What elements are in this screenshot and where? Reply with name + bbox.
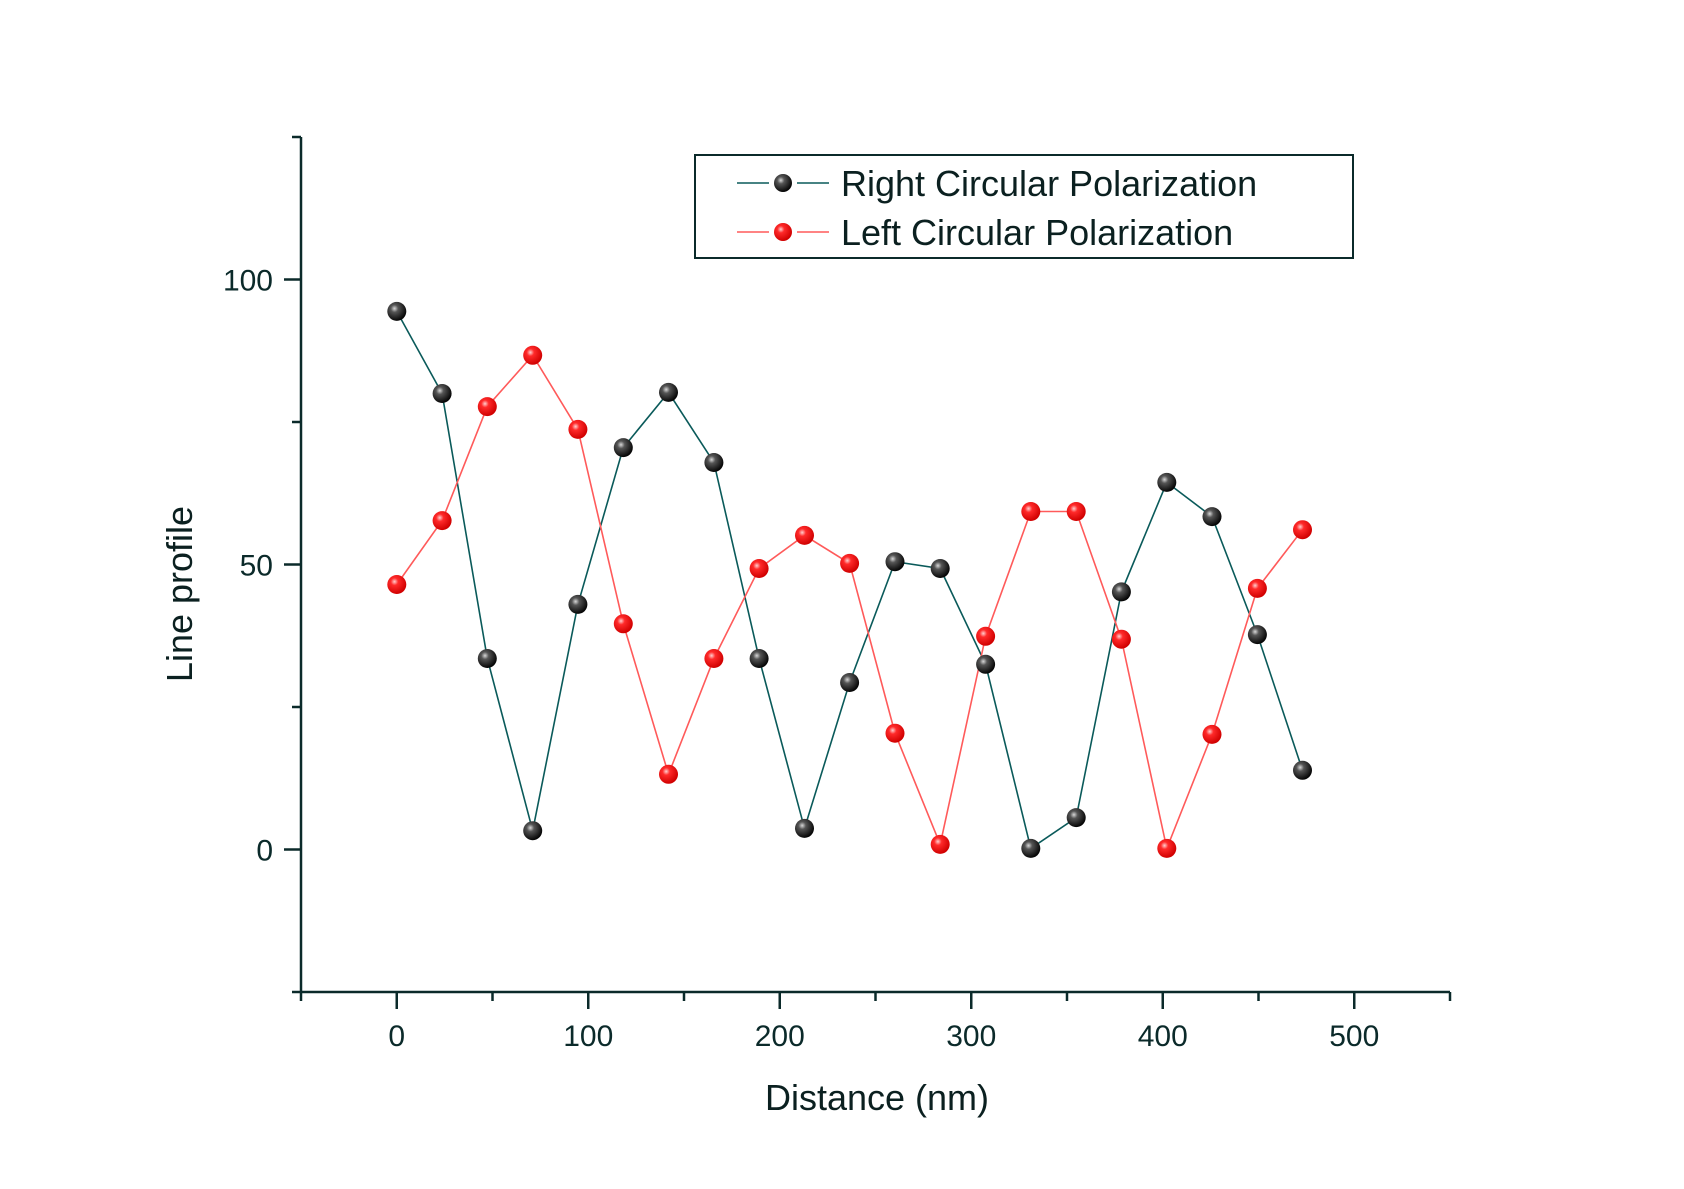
data-point-right-circular: [795, 818, 814, 838]
legend-label-left: Left Circular Polarization: [841, 212, 1233, 253]
x-tick-label: 0: [388, 1020, 405, 1053]
data-point-left-circular: [613, 614, 633, 634]
data-point-left-circular: [1247, 578, 1267, 598]
data-point-left-circular: [1111, 629, 1131, 649]
data-point-right-circular: [568, 594, 588, 614]
x-tick-label: 400: [1138, 1020, 1188, 1053]
data-point-right-circular: [523, 821, 543, 841]
data-point-left-circular: [930, 834, 950, 854]
data-point-right-circular: [976, 654, 996, 674]
data-point-left-circular: [1202, 724, 1222, 744]
data-point-left-circular: [387, 575, 407, 594]
axes: 0 100 200 300 400 500 0 50 100: [223, 135, 1452, 1053]
y-tick-label: 0: [256, 835, 273, 868]
data-point-right-circular: [1111, 582, 1131, 602]
data-point-left-circular: [976, 626, 996, 646]
data-point-left-circular: [795, 525, 814, 545]
data-point-left-circular: [1293, 520, 1312, 540]
data-point-left-circular: [1157, 838, 1177, 858]
data-point-right-circular: [1202, 507, 1222, 527]
data-point-right-circular: [885, 552, 905, 572]
x-tick-label: 500: [1329, 1020, 1379, 1053]
legend: Right Circular Polarization Left Circula…: [694, 154, 1354, 259]
data-point-right-circular: [659, 382, 678, 402]
x-tick-label: 200: [755, 1020, 805, 1053]
data-point-right-circular: [1066, 808, 1086, 828]
legend-item-right: Right Circular Polarization: [737, 163, 1257, 204]
data-point-right-circular: [930, 559, 950, 578]
data-point-right-circular: [432, 384, 452, 403]
data-point-right-circular: [387, 301, 407, 321]
data-point-left-circular: [1021, 502, 1041, 521]
data-point-right-circular: [704, 453, 724, 472]
data-point-left-circular: [749, 559, 769, 578]
x-tick-label: 300: [946, 1020, 996, 1053]
series-lines: [396, 311, 1304, 852]
data-point-right-circular: [1293, 760, 1312, 780]
data-point-right-circular: [840, 673, 860, 692]
data-point-left-circular: [840, 553, 860, 573]
legend-label-right: Right Circular Polarization: [841, 163, 1257, 204]
x-tick-label: 100: [563, 1020, 613, 1053]
data-point-right-circular: [1021, 838, 1041, 858]
y-tick-label: 50: [240, 550, 273, 583]
legend-box: [694, 154, 1354, 259]
data-point-left-circular: [432, 511, 452, 531]
data-point-left-circular: [885, 723, 905, 743]
data-point-right-circular: [1157, 472, 1177, 492]
x-axis-title: Distance (nm): [765, 1077, 989, 1118]
legend-marker-right-icon: [774, 174, 792, 192]
series-markers: [387, 301, 1312, 858]
data-point-right-circular: [477, 649, 497, 668]
data-point-left-circular: [568, 419, 588, 439]
y-tick-label: 100: [223, 265, 273, 298]
series-line-left-circular: [396, 353, 1304, 852]
series-line-right-circular: [396, 311, 1304, 850]
data-point-right-circular: [613, 438, 633, 458]
y-axis-title: Line profile: [159, 506, 200, 682]
data-point-right-circular: [749, 649, 769, 668]
legend-marker-left-icon: [774, 223, 792, 241]
data-point-left-circular: [523, 345, 543, 365]
data-point-left-circular: [704, 649, 724, 668]
data-point-left-circular: [1066, 502, 1086, 521]
data-point-left-circular: [477, 397, 497, 417]
data-point-right-circular: [1247, 625, 1267, 645]
data-point-left-circular: [659, 764, 678, 784]
legend-item-left: Left Circular Polarization: [737, 212, 1233, 253]
